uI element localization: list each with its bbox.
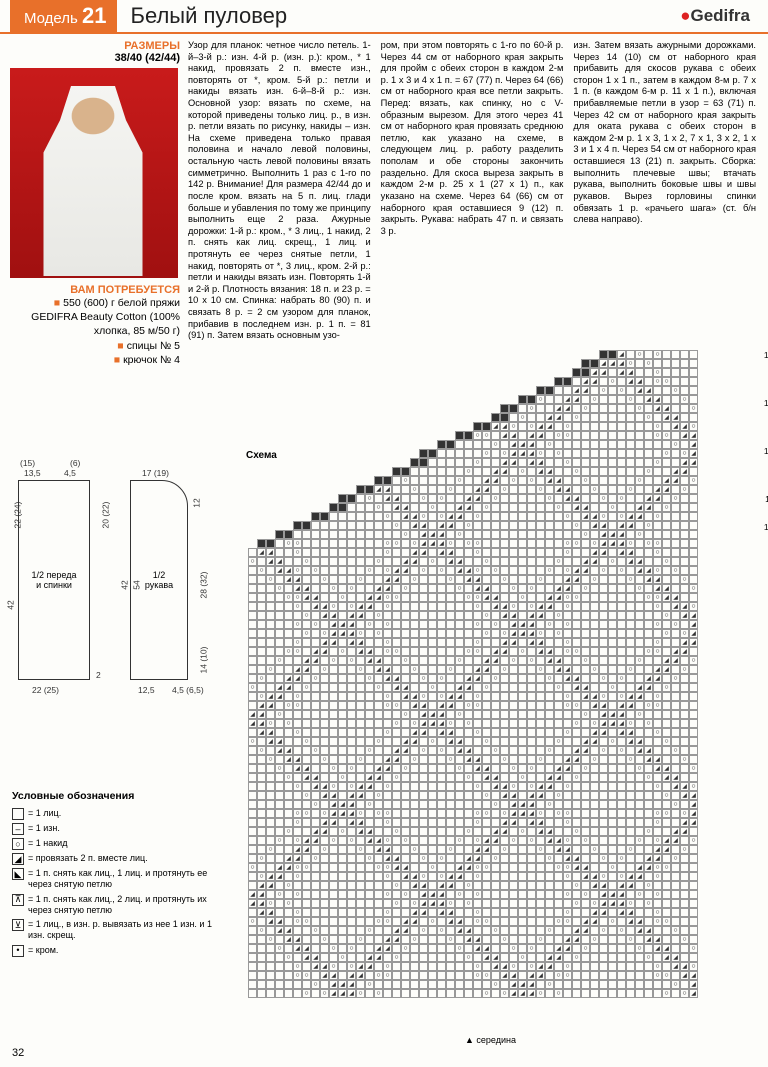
text-col-3: изн. Затем вязать ажурными дорожками. Че… bbox=[573, 40, 756, 367]
text-col-1: Узор для планок: четное число петель. 1-… bbox=[188, 40, 371, 367]
legend: Условные обозначения = 1 лиц.–= 1 изн.○=… bbox=[12, 790, 212, 960]
needs-label: ВАМ ПОТРЕБУЕТСЯ bbox=[10, 284, 180, 296]
schematic-drawings: (15) (6) 13,5 4,5 1/2 переда и спинки 22… bbox=[12, 470, 232, 730]
text-col-2: ром, при этом повторять с 1-го по 60-й р… bbox=[381, 40, 564, 367]
model-badge: Модель 21 bbox=[10, 0, 117, 33]
model-photo bbox=[10, 68, 178, 278]
brand-logo: ●Gedifra bbox=[680, 6, 750, 26]
legend-title: Условные обозначения bbox=[12, 790, 212, 802]
knitting-chart: Схема 1411311211111059591817161595141312… bbox=[248, 330, 756, 1030]
instructions-text: Узор для планок: четное число петель. 1-… bbox=[188, 40, 756, 367]
sizes-value: 38/40 (42/44) bbox=[10, 52, 180, 64]
page-number: 32 bbox=[12, 1047, 24, 1059]
model-label: Модель bbox=[24, 10, 78, 27]
chart-center-label: середина bbox=[465, 1035, 516, 1045]
page-title: Белый пуловер bbox=[131, 3, 288, 29]
sizes-label: РАЗМЕРЫ bbox=[10, 40, 180, 52]
model-number: 21 bbox=[82, 3, 106, 28]
needs-list: ■ 550 (600) г белой пряжи GEDIFRA Beauty… bbox=[10, 296, 180, 367]
